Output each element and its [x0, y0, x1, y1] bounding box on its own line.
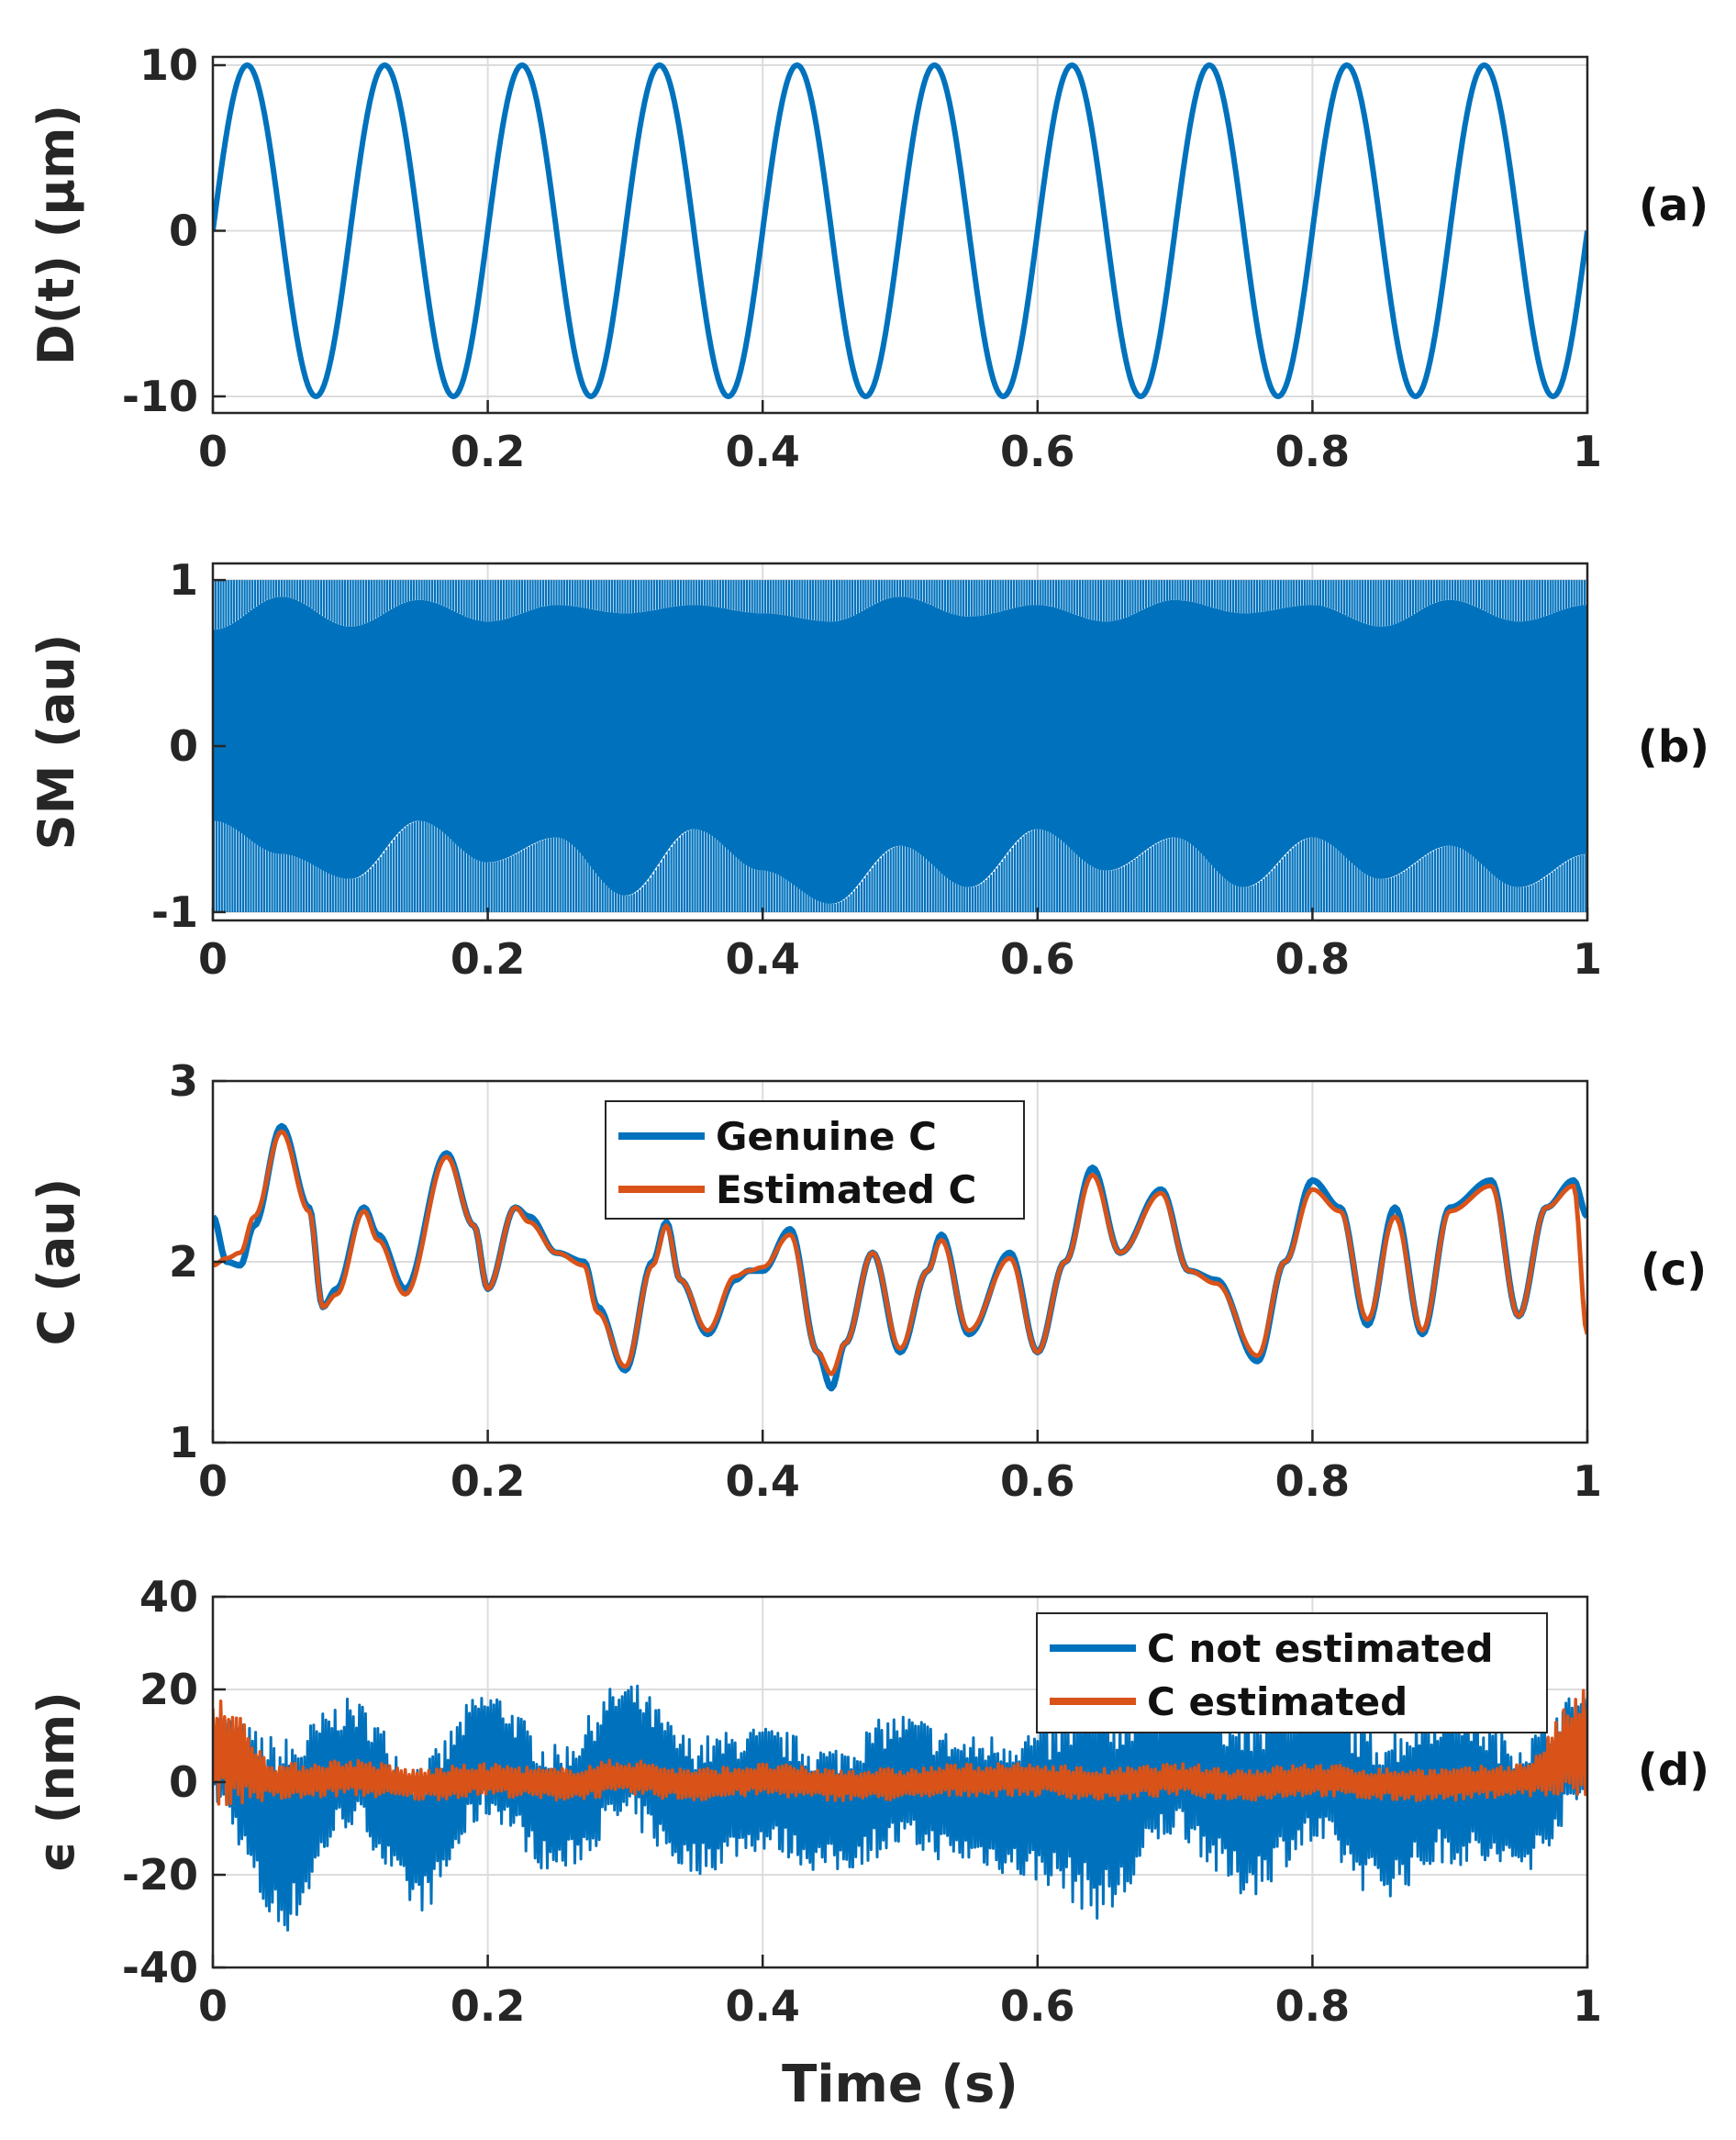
- x-tick-label: 0.6: [1000, 1456, 1075, 1506]
- y-tick-label: -20: [122, 1850, 198, 1900]
- legend-box: [605, 1100, 1025, 1220]
- y-tick-label: -40: [122, 1943, 198, 1992]
- series-line-estimated-c: [213, 1129, 1587, 1377]
- y-tick-label: 0: [169, 1757, 198, 1807]
- y-tick-label: 0: [169, 206, 198, 255]
- x-tick-label: 1: [1573, 1456, 1602, 1506]
- x-tick-label: 0.2: [451, 427, 526, 476]
- chart-panel-c: 0 0.2 0.4 0.6 0.8 1 3 2 1 C (au) (c) Genuine C Estim…: [28, 1056, 1707, 1506]
- axes-frame: [211, 55, 1589, 415]
- chart-panel-b: 0 0.2 0.4 0.6 0.8 110-1SM (au) (b): [28, 555, 1709, 984]
- y-tick-label: 10: [139, 40, 198, 90]
- x-tick-label: 0.4: [725, 1456, 800, 1506]
- x-tick-label: 0.6: [1000, 427, 1075, 476]
- panel-tag: (d): [1638, 1744, 1709, 1796]
- legend-label: Estimated C: [716, 1167, 976, 1212]
- y-tick-label: 3: [169, 1056, 198, 1106]
- plot-area: [213, 62, 1587, 399]
- x-tick-label: 0.8: [1275, 934, 1351, 984]
- series-line-dt: [213, 62, 1587, 399]
- x-tick-label: 0.8: [1275, 1981, 1351, 2031]
- axes-frame: [211, 562, 1589, 922]
- y-axis-label: SM (au): [28, 634, 85, 851]
- series-line-c-estimated: [213, 1689, 1587, 1807]
- panel-tag: (b): [1638, 721, 1709, 773]
- series-fringes-sm: [213, 580, 1587, 912]
- x-axis-label: Time (s): [782, 2055, 1018, 2114]
- legend-label: C estimated: [1147, 1679, 1408, 1724]
- x-tick-label: 0.6: [1000, 934, 1075, 984]
- plot-area: [213, 1122, 1587, 1392]
- x-tick-label: 0.4: [725, 427, 800, 476]
- legend-label: Genuine C: [716, 1114, 937, 1159]
- legend-label: C not estimated: [1147, 1626, 1494, 1671]
- x-tick-label: 0.2: [451, 1981, 526, 2031]
- y-tick-label: 1: [169, 1418, 198, 1467]
- y-axis-label: D(t) (μm): [28, 105, 85, 365]
- x-tick-label: 0.8: [1275, 427, 1351, 476]
- y-tick-label: -10: [122, 372, 198, 421]
- panel-tag: (c): [1641, 1244, 1707, 1296]
- x-tick-label: 0.4: [725, 1981, 800, 2031]
- y-axis-label: ϵ (nm): [28, 1691, 85, 1873]
- x-tick-label: 1: [1573, 1981, 1602, 2031]
- x-tick-label: 0: [198, 934, 228, 984]
- legend: C not estimated C estimated: [1036, 1612, 1548, 1733]
- x-tick-label: 0: [198, 1981, 228, 2031]
- x-tick-label: 0: [198, 427, 228, 476]
- y-tick-label: 40: [139, 1572, 198, 1622]
- x-tick-label: 1: [1573, 934, 1602, 984]
- legend: Genuine C Estimated C: [605, 1100, 1025, 1220]
- plot-area: [213, 1684, 1587, 1932]
- series-band-sm: [213, 596, 1587, 904]
- x-tick-label: 0: [198, 1456, 228, 1506]
- y-axis-label: C (au): [28, 1178, 85, 1346]
- x-tick-label: 0.8: [1275, 1456, 1351, 1506]
- panel-tag: (a): [1639, 180, 1708, 231]
- plot-area: [213, 580, 1587, 912]
- y-tick-label: 2: [169, 1237, 198, 1287]
- x-tick-label: 0.4: [725, 934, 800, 984]
- y-tick-label: -1: [151, 887, 198, 937]
- x-tick-label: 0.6: [1000, 1981, 1075, 2031]
- x-tick-label: 1: [1573, 427, 1602, 476]
- legend-box: [1036, 1612, 1548, 1733]
- y-tick-label: 1: [169, 555, 198, 605]
- x-tick-label: 0.2: [451, 934, 526, 984]
- y-tick-label: 20: [139, 1665, 198, 1714]
- chart-panel-d: 0 0.2 0.4 0.6 0.8 1 40 20 0 -20 -40 ϵ (nm) (d) Time (…: [28, 1572, 1709, 2114]
- x-tick-label: 0.2: [451, 1456, 526, 1506]
- y-tick-label: 0: [169, 721, 198, 771]
